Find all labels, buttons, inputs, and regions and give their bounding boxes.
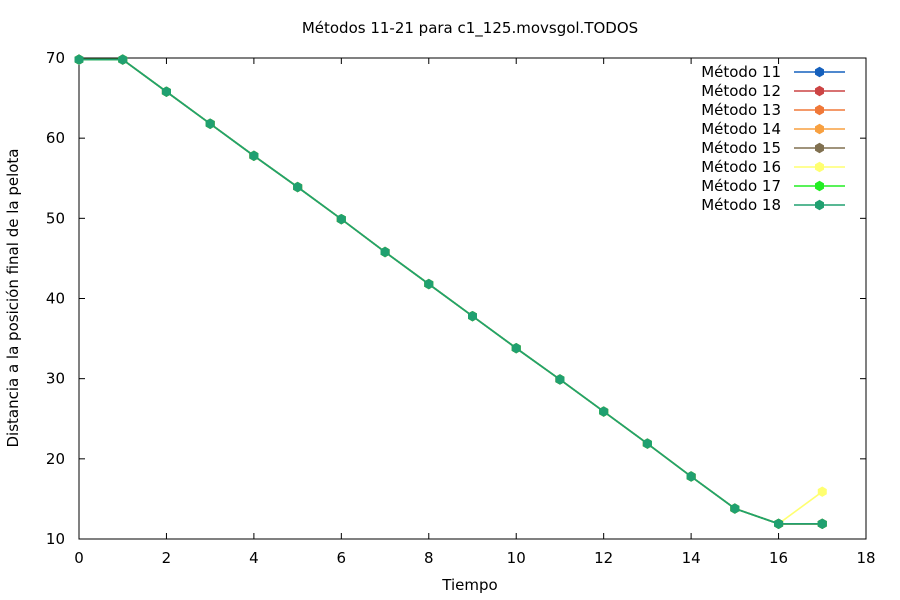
data-point [642, 438, 652, 449]
legend-item: Método 12 [701, 82, 845, 100]
legend-marker-swatch [815, 85, 824, 97]
data-point [817, 518, 827, 529]
data-point [380, 246, 390, 258]
data-point [118, 54, 128, 65]
x-tick-label: 16 [769, 549, 788, 567]
legend-item: Método 16 [701, 158, 845, 176]
x-tick-label: 0 [74, 549, 84, 567]
chart-title: Métodos 11-21 para c1_125.movsgol.TODOS [302, 19, 638, 38]
x-tick-label: 12 [594, 549, 613, 567]
data-point [774, 518, 784, 529]
data-point [468, 310, 477, 322]
legend-label: Método 17 [701, 177, 781, 195]
y-tick-label: 60 [46, 129, 65, 147]
data-point [817, 486, 827, 497]
x-tick-label: 10 [507, 549, 526, 567]
legend-label: Método 12 [701, 82, 781, 100]
legend-label: Método 16 [701, 158, 781, 176]
y-tick-label: 30 [46, 370, 65, 388]
legend-item: Método 15 [701, 139, 845, 157]
x-tick-label: 2 [162, 549, 172, 567]
data-point [336, 213, 346, 225]
legend-item: Método 11 [701, 63, 845, 81]
legend-marker-swatch [815, 104, 824, 116]
legend-item: Método 18 [701, 196, 845, 214]
data-point [555, 374, 565, 385]
y-tick-label: 50 [46, 209, 65, 227]
x-tick-label: 8 [424, 549, 434, 567]
data-point [161, 86, 171, 97]
x-tick-label: 14 [682, 549, 701, 567]
legend-label: Método 15 [701, 139, 781, 157]
x-axis-label: Tiempo [441, 576, 497, 594]
series-8 [74, 54, 827, 529]
data-point [293, 181, 303, 193]
data-point [205, 118, 215, 129]
legend-marker-swatch [815, 199, 824, 211]
axis-ticks: 0 2 4 6 8 10 12 14 16 18 10 20 30 40 50 60 70 [46, 49, 876, 567]
data-point [686, 471, 696, 482]
legend-label: Método 14 [701, 120, 781, 138]
legend-marker-swatch [815, 142, 824, 154]
x-tick-label: 18 [856, 549, 875, 567]
legend-marker-swatch [815, 123, 824, 135]
data-point [424, 278, 434, 290]
x-tick-label: 4 [249, 549, 259, 567]
y-tick-label: 10 [46, 530, 65, 548]
series-layer [74, 54, 827, 529]
legend-label: Método 18 [701, 196, 781, 214]
x-tick-label: 6 [337, 549, 347, 567]
legend-item: Método 14 [701, 120, 845, 138]
legend-marker-swatch [815, 180, 824, 192]
series-line [79, 58, 823, 525]
data-point [511, 343, 521, 354]
data-point [599, 406, 609, 417]
legend-label: Método 13 [701, 101, 781, 119]
y-tick-label: 20 [46, 450, 65, 468]
y-tick-label: 70 [46, 49, 65, 67]
data-point [730, 503, 740, 514]
legend-marker-swatch [815, 161, 824, 173]
data-point [74, 54, 84, 65]
legend-item: Método 13 [701, 101, 845, 119]
y-axis-label: Distancia a la posición final de la pelo… [4, 148, 22, 447]
legend-marker-swatch [815, 66, 824, 78]
legend-label: Método 11 [701, 63, 781, 81]
legend-item: Método 17 [701, 177, 845, 195]
y-tick-label: 40 [46, 290, 65, 308]
data-point [249, 150, 259, 161]
